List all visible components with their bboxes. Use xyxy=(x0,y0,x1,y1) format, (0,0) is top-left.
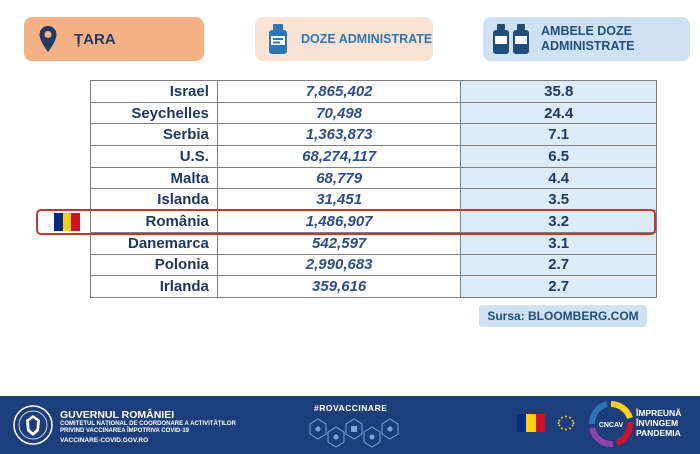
header-country: ȚARA xyxy=(24,17,204,61)
eu-flag-icon xyxy=(553,413,579,433)
romania-highlight-box xyxy=(36,209,656,235)
slogan: ÎMPREUNĂ ÎNVINGEM PANDEMIA xyxy=(636,408,681,438)
table-row: Israel 7,865,402 35.8 xyxy=(90,80,657,103)
slogan-line-1: ÎMPREUNĂ xyxy=(636,408,682,418)
country-cell: Danemarca xyxy=(90,231,218,255)
country-cell: Seychelles xyxy=(90,101,218,125)
doses-cell: 70,498 xyxy=(216,101,462,125)
both-doses-cell: 4.4 xyxy=(460,166,657,190)
both-doses-cell: 35.8 xyxy=(460,80,657,103)
country-cell: Polonia xyxy=(90,253,218,277)
doses-cell: 359,616 xyxy=(216,275,462,298)
doses-cell: 1,486,907 xyxy=(216,210,462,233)
romania-flag-footer-icon xyxy=(517,414,545,432)
government-title: GUVERNUL ROMÂNIEI xyxy=(60,409,175,421)
doses-cell: 31,451 xyxy=(216,188,462,212)
country-cell: Serbia xyxy=(90,123,218,147)
both-doses-cell: 2.7 xyxy=(460,275,657,298)
both-doses-cell: 24.4 xyxy=(460,101,657,125)
table-row: Malta 68,779 4.4 xyxy=(90,166,657,190)
government-url: VACCINARE-COVID.GOV.RO xyxy=(60,437,149,444)
doses-cell: 68,779 xyxy=(216,166,462,190)
location-pin-icon xyxy=(36,24,60,54)
both-doses-cell: 3.2 xyxy=(460,210,657,233)
source-label: Sursa: BLOOMBERG.COM xyxy=(479,305,647,327)
header-country-label: ȚARA xyxy=(74,30,116,48)
header-both-doses-label: AMBELE DOZE ADMINISTRATE xyxy=(541,24,635,53)
table-row: Danemarca 542,597 3.1 xyxy=(90,231,657,255)
country-cell: România xyxy=(90,210,218,233)
both-doses-cell: 3.5 xyxy=(460,188,657,212)
header-both-doses: AMBELE DOZE ADMINISTRATE xyxy=(483,17,690,61)
government-subtitle: COMITETUL NAȚIONAL DE COORDONARE A ACTIV… xyxy=(60,421,236,434)
both-doses-cell: 7.1 xyxy=(460,123,657,147)
hexagon-icons-decoration xyxy=(300,414,410,452)
government-coat-of-arms-icon xyxy=(13,404,53,446)
table-row: România 1,486,907 3.2 xyxy=(90,210,657,233)
table-row: Seychelles 70,498 24.4 xyxy=(90,101,657,125)
both-doses-cell: 6.5 xyxy=(460,145,657,168)
country-cell: Islanda xyxy=(90,188,218,212)
table-row: Polonia 2,990,683 2.7 xyxy=(90,253,657,277)
header-doses-label: DOZE ADMINISTRATE xyxy=(301,31,433,46)
doses-cell: 2,990,683 xyxy=(216,253,462,277)
two-vaccine-bottles-icon xyxy=(491,22,531,56)
both-doses-cell: 2.7 xyxy=(460,253,657,277)
vaccine-bottle-icon xyxy=(265,22,291,56)
table-row: Irlanda 359,616 2.7 xyxy=(90,275,657,298)
cncav-logo-text: CNCAV xyxy=(599,422,624,429)
table-row: Serbia 1,363,873 7.1 xyxy=(90,123,657,147)
country-cell: Israel xyxy=(90,80,218,103)
header-doses: DOZE ADMINISTRATE xyxy=(255,17,433,61)
doses-cell: 1,363,873 xyxy=(216,123,462,147)
table-row: U.S. 68,274,117 6.5 xyxy=(90,145,657,168)
slogan-line-2: ÎNVINGEM xyxy=(636,418,679,428)
romania-flag-icon xyxy=(54,213,81,231)
doses-cell: 542,597 xyxy=(216,231,462,255)
country-cell: Irlanda xyxy=(90,275,218,298)
doses-cell: 7,865,402 xyxy=(216,80,462,103)
table-row: Islanda 31,451 3.5 xyxy=(90,188,657,212)
hashtag-label: #ROVACCINARE xyxy=(314,403,388,413)
both-doses-cell: 3.1 xyxy=(460,231,657,255)
country-cell: U.S. xyxy=(90,145,218,168)
footer-bar: GUVERNUL ROMÂNIEI COMITETUL NAȚIONAL DE … xyxy=(0,396,700,454)
doses-cell: 68,274,117 xyxy=(216,145,462,168)
cncav-logo: CNCAV xyxy=(587,400,635,448)
slogan-line-3: PANDEMIA xyxy=(636,428,681,438)
country-cell: Malta xyxy=(90,166,218,190)
vaccination-table: Israel 7,865,402 35.8 Seychelles 70,498 24.4 S… xyxy=(90,80,657,298)
